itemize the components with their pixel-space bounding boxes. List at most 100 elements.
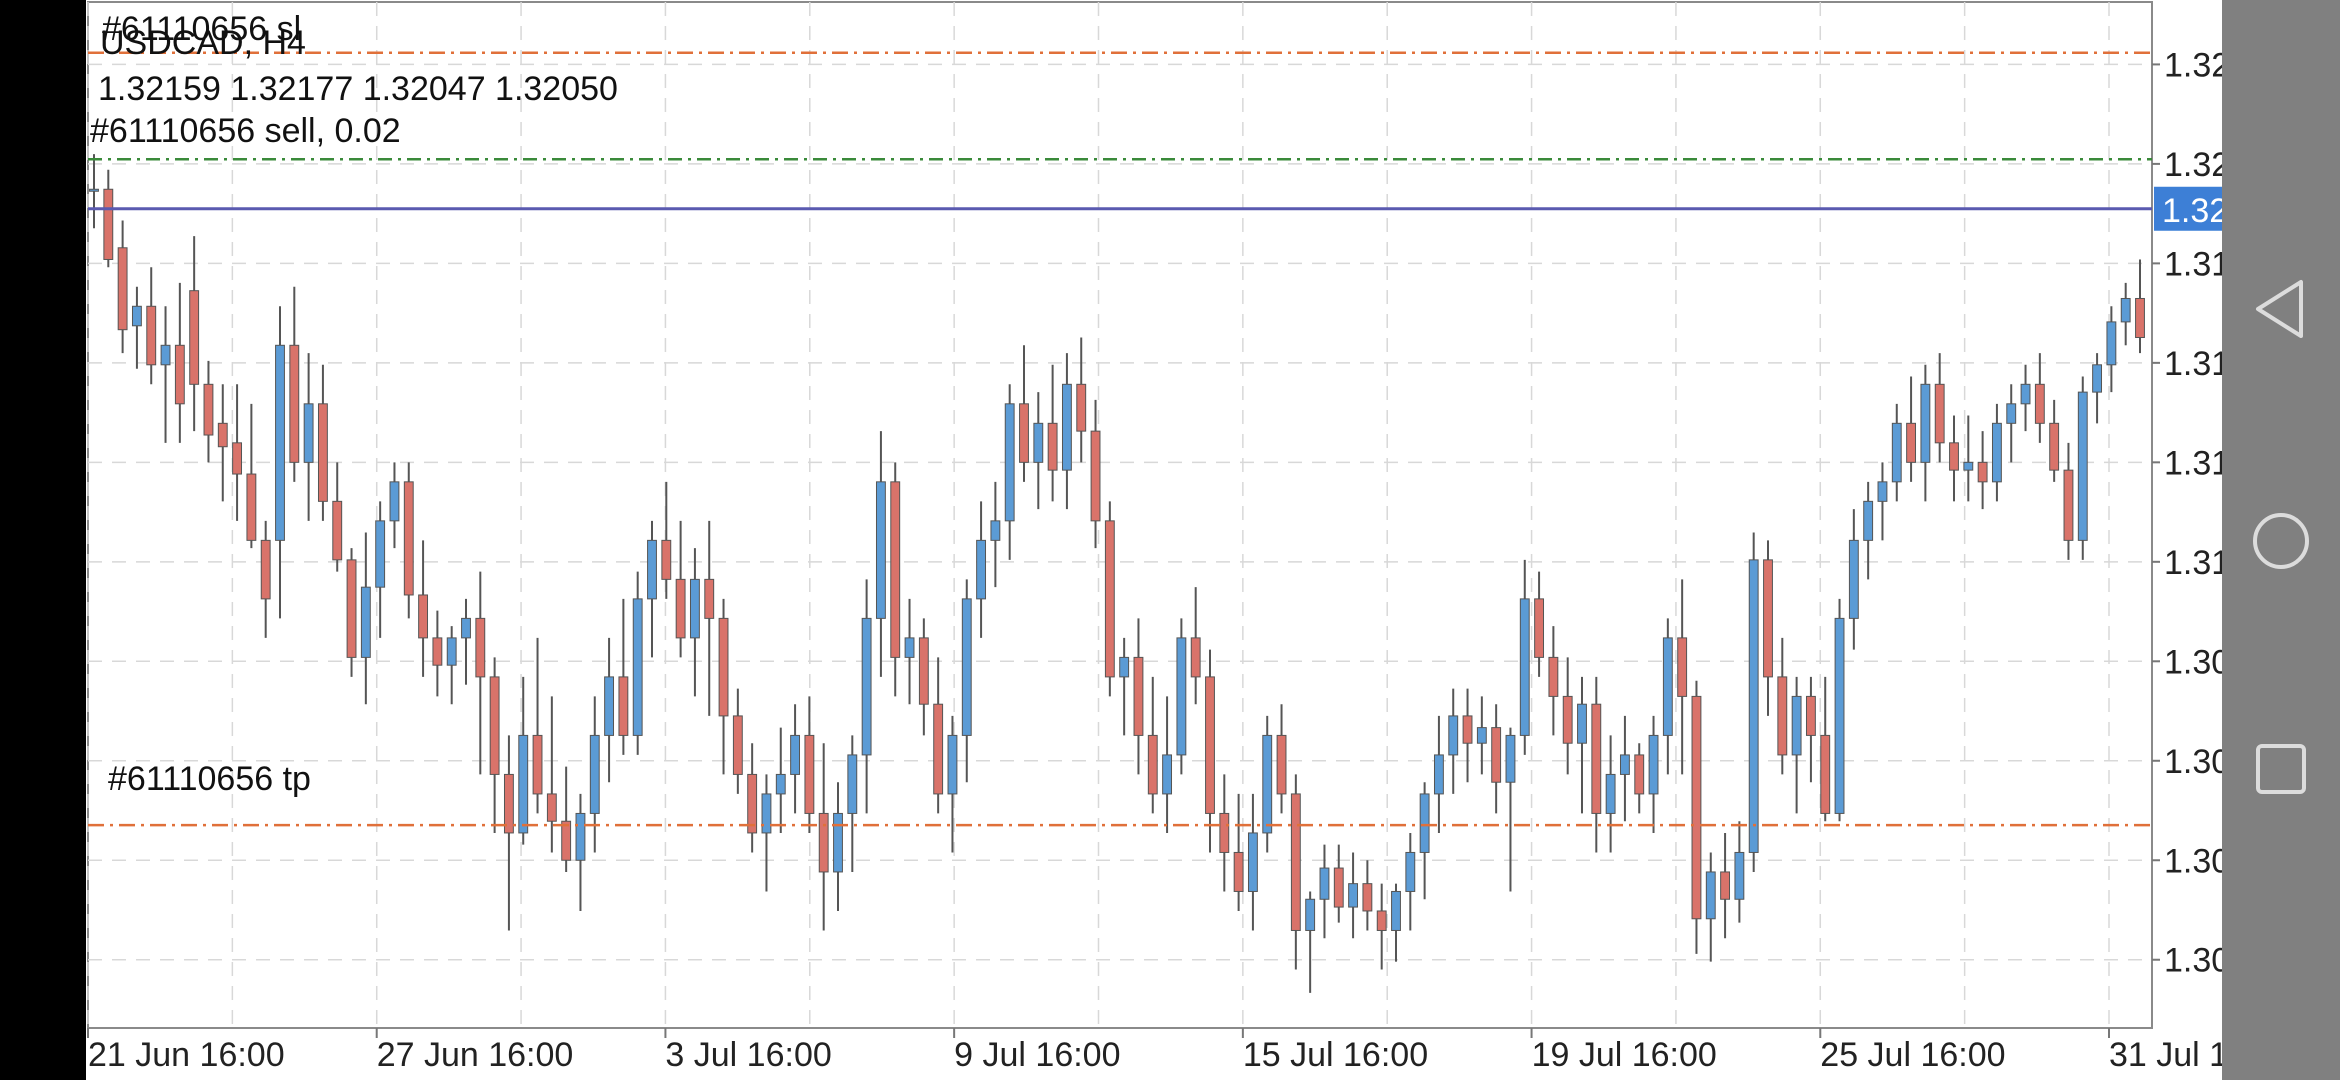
x-tick-label: 31 Jul 16:00 [2109, 1036, 2222, 1074]
candle-bear [618, 676, 629, 736]
candle-bear [1720, 871, 1731, 900]
candle-bull [2006, 403, 2017, 424]
candle-bear [246, 473, 257, 541]
candle-bear [1147, 734, 1158, 795]
candle-bear [317, 403, 328, 502]
candle-bear [503, 773, 514, 834]
candle-bull [961, 598, 972, 736]
x-tick-label: 27 Jun 16:00 [377, 1036, 574, 1074]
candle-bear [489, 676, 500, 775]
candle-bear [1019, 403, 1029, 463]
candle-bear [475, 617, 486, 678]
candle-bull [1619, 754, 1630, 775]
candle-bull [589, 734, 600, 814]
candle-bear [732, 715, 743, 775]
candle-bull [861, 617, 872, 756]
home-circle-icon[interactable] [2246, 506, 2316, 576]
candle-bull [1505, 734, 1516, 783]
candle-bear [1691, 695, 1702, 920]
candle-bear [117, 247, 128, 331]
recents-square-icon[interactable] [2246, 734, 2316, 804]
candle-bear [1548, 656, 1559, 697]
current-price-label: 1.32050 [2162, 192, 2222, 230]
candle-bull [1877, 481, 1888, 502]
candle-bear [418, 594, 429, 639]
candle-bull [775, 773, 786, 795]
candle-bear [818, 812, 829, 873]
candle-bull [1791, 695, 1802, 756]
candle-bull [1061, 383, 1072, 471]
candle-bull [1519, 598, 1530, 736]
candle-bear [718, 617, 729, 717]
candle-bear [432, 637, 443, 666]
candle-bull [632, 598, 643, 736]
candle-bull [1405, 851, 1416, 892]
candle-bear [1491, 727, 1502, 783]
candle-bull [1863, 500, 1874, 541]
current-price-tag [2154, 186, 2222, 231]
candle-bear [1205, 676, 1215, 814]
candle-bull [1176, 637, 1187, 756]
candle-bear [1076, 383, 1087, 432]
candle-bull [1247, 832, 1258, 892]
candle-bear [289, 344, 300, 463]
x-tick-label: 9 Jul 16:00 [954, 1036, 1120, 1074]
candle-bear [2049, 422, 2060, 471]
candle-bear [189, 290, 200, 385]
candle-bull [1476, 727, 1487, 744]
candle-bear [1805, 695, 1816, 736]
candle-bear [933, 703, 944, 795]
candle-bull [604, 676, 615, 736]
candle-bear [1090, 430, 1101, 522]
candle-bear [1462, 715, 1473, 744]
candle-bull [1119, 656, 1130, 678]
candle-bull [461, 617, 471, 639]
candle-bull [833, 812, 843, 873]
candle-bear [918, 637, 929, 705]
order-tp-label: #61110656 tp [108, 760, 311, 798]
y-tick-label: 1.32420 [2164, 46, 2222, 84]
candle-bear [1934, 383, 1945, 444]
y-tick-label: 1.30890 [2164, 643, 2222, 681]
y-tick-label: 1.32165 [2164, 146, 2222, 184]
candle-bear [1376, 910, 1387, 931]
candle-bull [1705, 871, 1716, 920]
x-tick-label: 15 Jul 16:00 [1243, 1036, 1428, 1074]
candle-bull [990, 520, 1001, 541]
candle-bull [275, 344, 285, 541]
candle-bear [2063, 469, 2074, 541]
candle-bull [1419, 793, 1430, 853]
candle-bear [332, 500, 343, 561]
back-triangle-icon[interactable] [2246, 274, 2316, 344]
candle-bear [1634, 754, 1645, 795]
candlestick-chart[interactable]: 1.32420 1.32165 1.31910 1.31655 1.31400 1.311… [86, 0, 2222, 1080]
candle-bull [2106, 321, 2117, 366]
candle-bear [890, 481, 901, 658]
candle-bull [2077, 391, 2088, 541]
candle-bull [303, 403, 314, 463]
candle-bear [1047, 422, 1058, 471]
candle-bull [89, 188, 99, 192]
order-label: #61110656 sell, 0.02 [90, 112, 401, 150]
candle-bear [260, 539, 271, 600]
candle-bull [904, 637, 915, 658]
candle-bull [647, 539, 657, 600]
candle-bull [389, 481, 400, 522]
candle-bear [1534, 598, 1545, 658]
ohlc-values: 1.32159 1.32177 1.32047 1.32050 [98, 70, 618, 108]
candle-bull [1448, 715, 1459, 756]
candle-bull [689, 578, 700, 639]
candle-bear [1777, 676, 1788, 756]
candle-bear [1362, 883, 1373, 912]
candle-bear [1219, 812, 1230, 853]
candle-bull [947, 734, 958, 795]
candle-bear [1562, 695, 1573, 744]
candle-bear [2135, 297, 2145, 338]
candle-bear [174, 344, 185, 405]
candle-bear [103, 188, 114, 260]
candle-bull [1433, 754, 1444, 795]
chart-area[interactable]: 1.32420 1.32165 1.31910 1.31655 1.31400 1.311… [86, 0, 2222, 1080]
candle-bear [1190, 637, 1201, 678]
order-sl-label: #61110656 sl [102, 10, 302, 48]
candle-bull [375, 520, 386, 588]
